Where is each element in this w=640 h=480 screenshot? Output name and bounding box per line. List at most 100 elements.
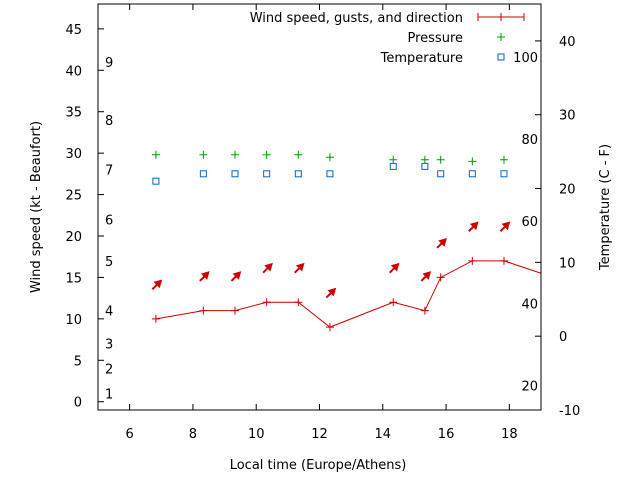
- x-axis-label: Local time (Europe/Athens): [230, 458, 407, 473]
- temperature-point: [199, 170, 207, 178]
- beaufort-label: 6: [105, 213, 113, 228]
- beaufort-label: 1: [105, 387, 113, 402]
- temperature-point: [468, 170, 476, 178]
- y2-axis-label: Temperature (C - F): [598, 144, 613, 271]
- legend-label: Wind speed, gusts, and direction: [250, 11, 463, 26]
- fahrenheit-label: 20: [521, 380, 538, 395]
- beaufort-label: 4: [105, 305, 113, 320]
- wind-point: [436, 273, 445, 282]
- temperature-point: [263, 170, 271, 178]
- wind-point: [199, 306, 208, 315]
- x-tick-label: 10: [248, 427, 265, 442]
- y2-tick-label: 30: [559, 109, 576, 124]
- legend: Wind speed, gusts, and direction Pressure…: [250, 11, 525, 66]
- y-tick-label: 25: [65, 189, 82, 204]
- pressure-point: [325, 153, 334, 162]
- x-tick-label: 8: [189, 427, 197, 442]
- gust-arrow: [230, 271, 242, 282]
- series-layer: [151, 150, 542, 332]
- wind-point: [420, 306, 429, 315]
- temperature-point: [389, 162, 397, 170]
- x-tick-label: 12: [311, 427, 328, 442]
- pressure-point: [420, 155, 429, 164]
- y2-tick-label: -10: [559, 404, 580, 419]
- y-tick-label: 45: [65, 23, 82, 38]
- wind-point: [389, 298, 398, 307]
- gust-arrow: [199, 271, 210, 282]
- wind-point: [231, 306, 240, 315]
- temperature-point: [326, 170, 334, 178]
- pressure-point: [262, 150, 271, 159]
- pressure-point: [499, 155, 508, 164]
- beaufort-label: 2: [105, 363, 113, 378]
- gust-arrow: [262, 262, 273, 274]
- beaufort-label: 3: [105, 338, 113, 353]
- gust-arrow: [468, 221, 479, 232]
- y-tick-label: 20: [65, 230, 82, 245]
- x-tick-label: 6: [126, 427, 134, 442]
- legend-swatch-marker: [497, 13, 505, 21]
- y2-tick-label: 40: [559, 35, 576, 50]
- fahrenheit-label: 40: [521, 298, 538, 313]
- fahrenheit-label: 60: [521, 215, 538, 230]
- legend-label: Pressure: [407, 31, 463, 46]
- gust-arrow-head: [153, 279, 163, 289]
- pressure-point: [294, 150, 303, 159]
- y2-tick-label: 0: [559, 330, 567, 345]
- y-tick-label: 5: [74, 354, 82, 369]
- axes-layer: 6 8 10 12 14 16 18051015202530354045-100102030…: [65, 4, 580, 442]
- temperature-point: [231, 170, 239, 178]
- y2-tick-label: 20: [559, 183, 576, 198]
- temperature-point: [437, 170, 445, 178]
- gust-arrow-head: [438, 238, 447, 247]
- wind-point: [325, 323, 334, 332]
- plot-frame: [97, 3, 542, 411]
- gust-arrow: [294, 262, 305, 274]
- y-tick-label: 40: [65, 64, 82, 79]
- y-tick-label: 0: [74, 396, 82, 411]
- gust-arrow: [499, 221, 511, 232]
- pressure-point: [231, 150, 240, 159]
- y2-tick-label: 10: [559, 256, 576, 271]
- wind-point: [262, 298, 271, 307]
- gust-arrow-head: [200, 271, 210, 280]
- x-tick-label: 18: [501, 427, 518, 442]
- y-tick-label: 10: [65, 313, 82, 328]
- beaufort-label: 5: [105, 255, 113, 270]
- gust-arrow: [436, 238, 447, 249]
- legend-swatch-marker: [497, 53, 505, 61]
- gust-arrow-head: [501, 221, 511, 231]
- gust-arrow: [420, 271, 432, 282]
- pressure-point: [389, 155, 398, 164]
- gust-arrow: [151, 279, 163, 290]
- legend-swatch-marker: [497, 33, 505, 41]
- pressure-point: [436, 155, 445, 164]
- beaufort-label: 9: [105, 56, 113, 71]
- pressure-point: [151, 150, 160, 159]
- wind-line: [155, 260, 542, 328]
- gust-arrow-head: [264, 262, 273, 272]
- gust-arrow-head: [327, 287, 337, 297]
- x-tick-label: 16: [438, 427, 455, 442]
- wind-point: [151, 314, 160, 323]
- pressure-point: [199, 150, 208, 159]
- fahrenheit-label: 80: [521, 133, 538, 148]
- pressure-point: [468, 157, 477, 166]
- gust-arrow-head: [232, 271, 242, 280]
- y-tick-label: 15: [65, 271, 82, 286]
- beaufort-label: 8: [105, 114, 113, 129]
- fahrenheit-label: 100: [513, 51, 538, 66]
- beaufort-label: 7: [105, 164, 113, 179]
- gust-arrow: [325, 287, 337, 299]
- temperature-point: [500, 170, 508, 178]
- wind-point: [294, 298, 303, 307]
- gust-arrow-head: [390, 262, 400, 272]
- legend-label: Temperature: [380, 51, 463, 66]
- wind-point: [499, 256, 508, 265]
- wind-point: [468, 256, 477, 265]
- temperature-point: [294, 170, 302, 178]
- y-tick-label: 35: [65, 106, 82, 121]
- gust-arrow-head: [422, 271, 432, 280]
- gust-arrow-head: [469, 221, 479, 231]
